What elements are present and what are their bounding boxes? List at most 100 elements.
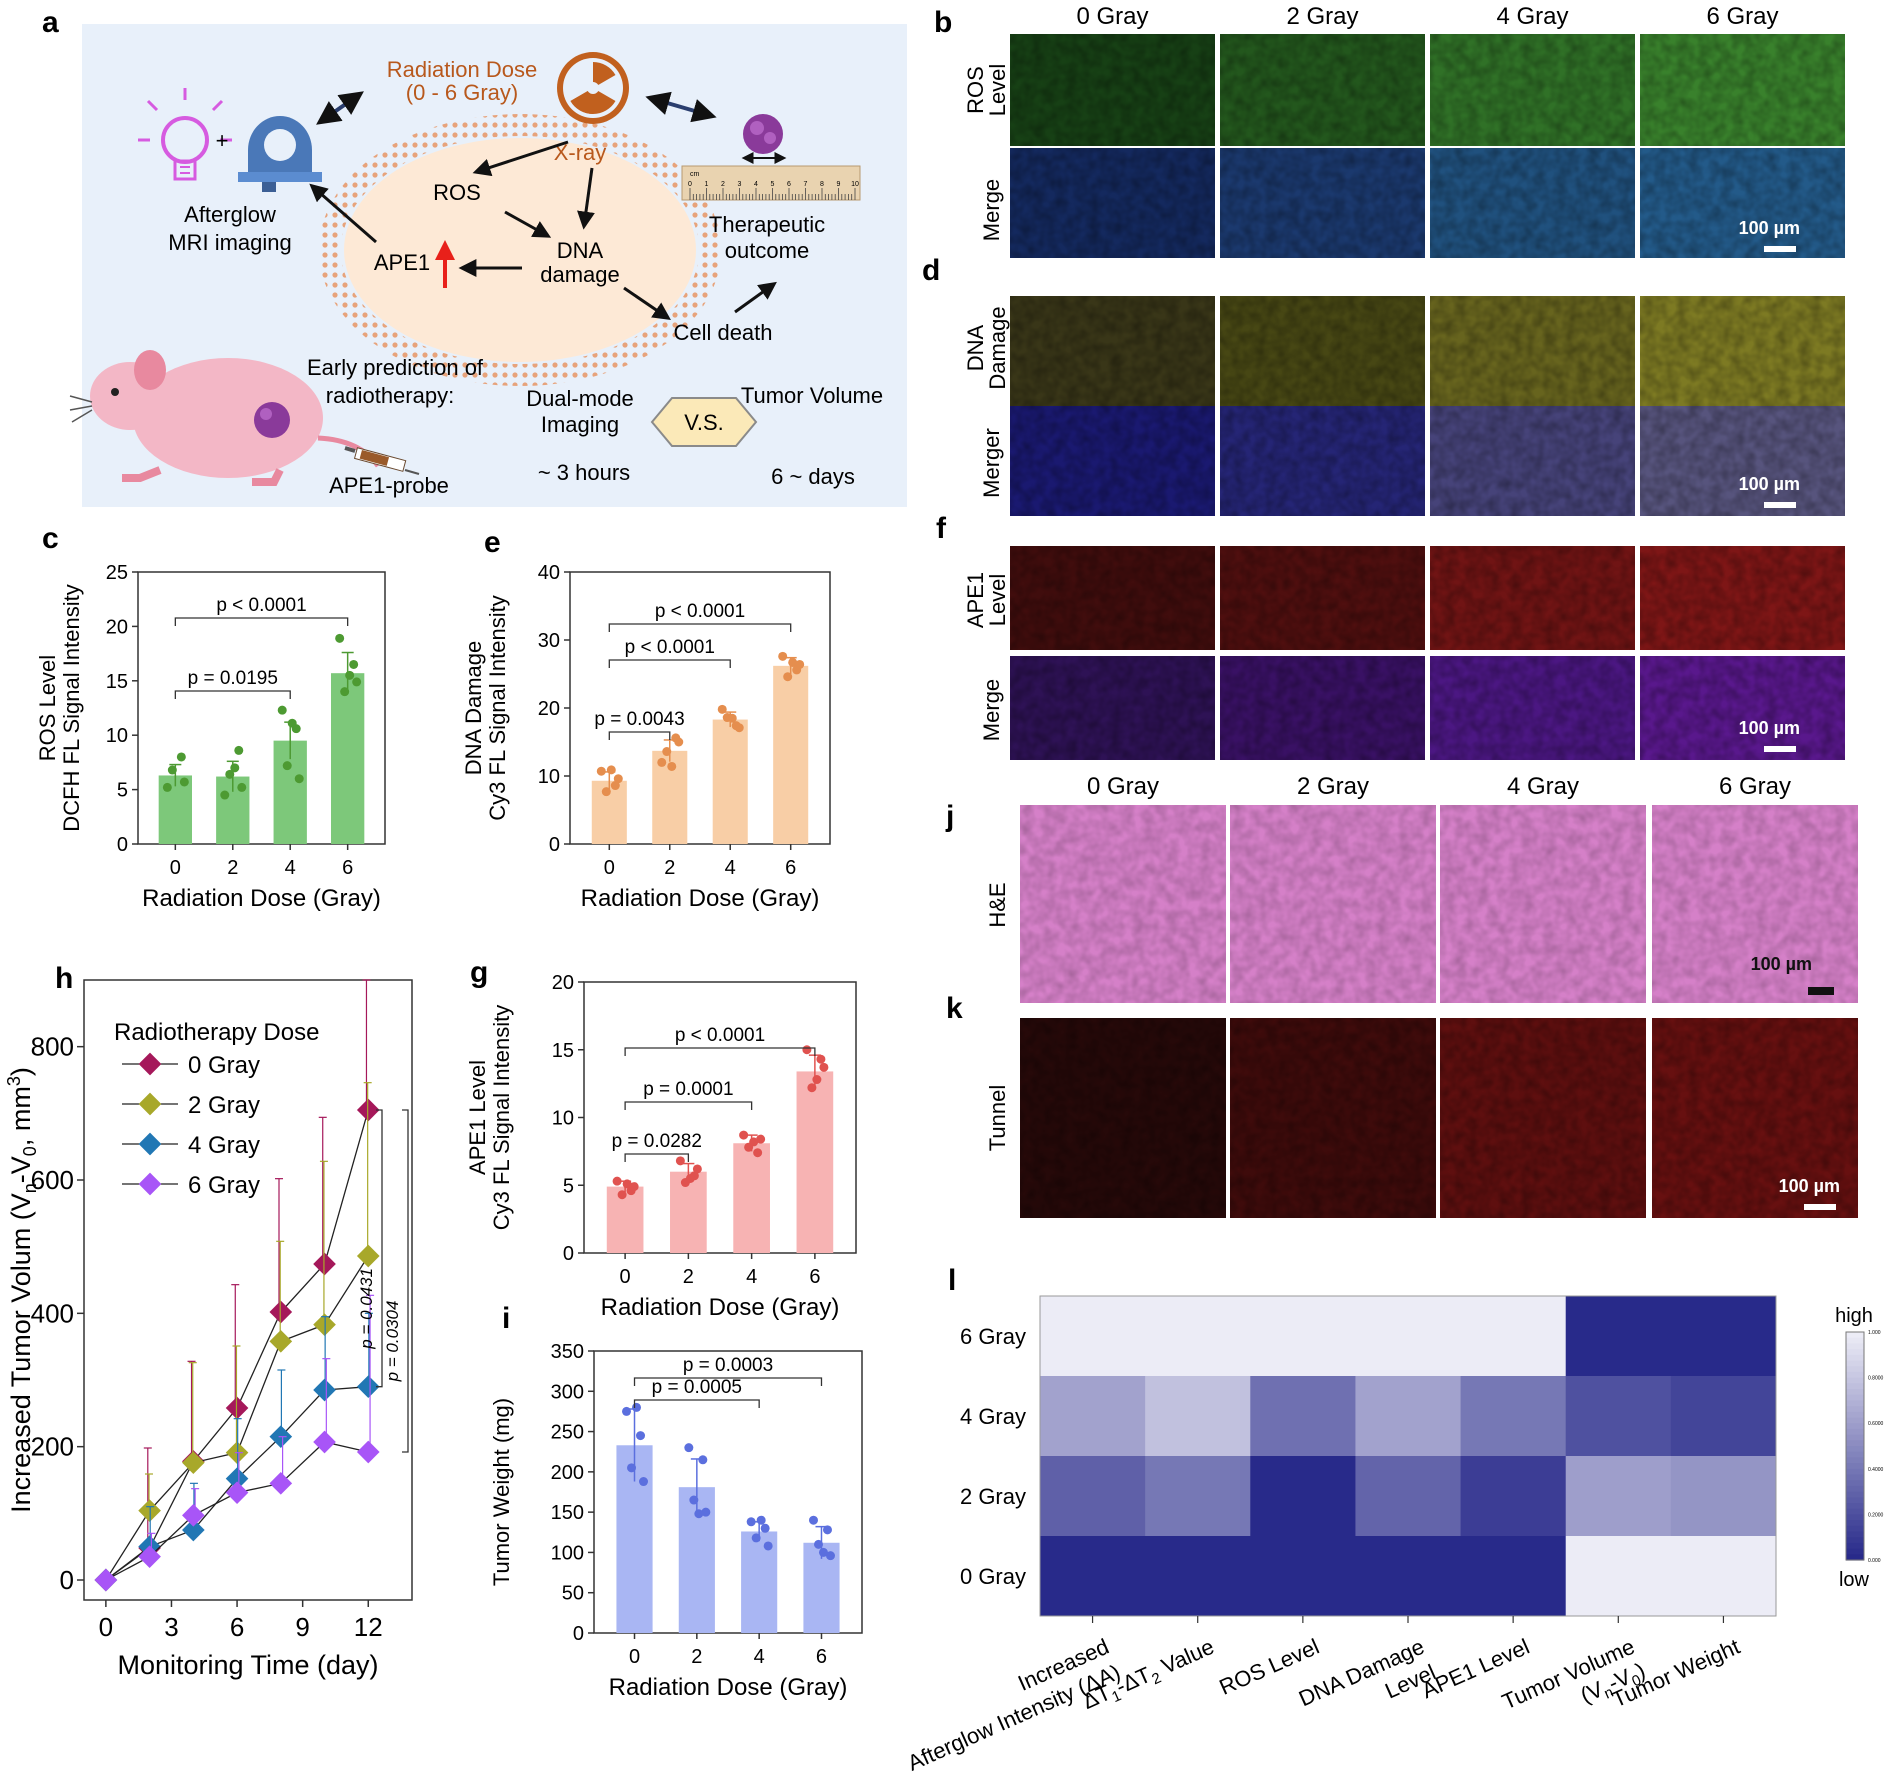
heatmap-cell: [1565, 1536, 1672, 1617]
heatmap-cell: [1250, 1456, 1356, 1537]
heatmap-cell: [1355, 1376, 1462, 1457]
colorbar-segment: [1846, 1542, 1864, 1550]
data-point: [176, 752, 186, 762]
x-tick-label: 6: [816, 1646, 827, 1668]
chart-tumor-volume: 0 200 400 600 800 0 3 6 9 12 Monitoring Time (day)…: [4, 979, 413, 1680]
heatmap-cell: [1355, 1296, 1462, 1377]
y-axis-label: ROS LevelDCFH FL Signal Intensity: [35, 584, 84, 831]
significance-label: p < 0.0001: [216, 595, 306, 616]
scale-bar: [1804, 1204, 1836, 1210]
heatmap-cell: [1145, 1376, 1251, 1457]
row-label-ape1-level: APE1Level: [963, 572, 1010, 628]
heatmap-cell: [1040, 1536, 1146, 1617]
data-point: [760, 1523, 770, 1533]
colorbar-segment: [1846, 1480, 1864, 1487]
bar: [712, 719, 748, 844]
y-tick-label: 200: [31, 1432, 74, 1462]
colorbar-segment: [1846, 1491, 1864, 1498]
data-marker: [94, 1568, 118, 1592]
y-tick-label: 0: [117, 834, 128, 856]
colorbar-segment: [1846, 1440, 1864, 1447]
he-micrograph-texture: [1020, 805, 1226, 1003]
colorbar-segment: [1846, 1417, 1864, 1424]
x-tick-label: 0: [604, 857, 615, 879]
significance-label: p = 0.0304: [383, 1301, 402, 1383]
heatmap-cell: [1460, 1536, 1567, 1617]
significance-label: p < 0.0001: [675, 1025, 765, 1046]
legend-label: 2 Gray: [188, 1092, 260, 1119]
x-tick-label: 6: [342, 857, 353, 879]
dose-header-top: 6 Gray: [1706, 3, 1778, 30]
y-tick-label: 800: [31, 1032, 74, 1062]
scale-bar-label: 100 µm: [1779, 1176, 1840, 1196]
data-point: [674, 737, 684, 747]
data-point: [220, 790, 230, 800]
mri-imaging-label: MRI imaging: [168, 230, 291, 255]
micrograph-b-0-3-texture: [1640, 34, 1845, 146]
data-point: [617, 1190, 627, 1200]
dose-header-top: 2 Gray: [1286, 3, 1358, 30]
panel-letter-e: e: [484, 526, 501, 559]
data-point: [167, 765, 177, 775]
vs-label: V.S.: [684, 410, 724, 435]
heatmap-row-label: 0 Gray: [960, 1564, 1026, 1589]
data-point: [698, 1455, 708, 1465]
data-point: [613, 774, 623, 784]
colorbar-high-label: high: [1835, 1305, 1873, 1327]
data-point: [749, 1137, 759, 1147]
significance-bracket: [624, 1101, 753, 1110]
colorbar-segment: [1846, 1497, 1864, 1504]
colorbar-segment: [1846, 1366, 1864, 1373]
colorbar-segment: [1846, 1485, 1864, 1493]
tunnel-micrograph-0-texture: [1020, 1018, 1226, 1218]
micrograph-d-0-1-texture: [1220, 296, 1425, 406]
micrograph-f-0-0-texture: [1010, 546, 1215, 650]
heatmap-cell: [1040, 1296, 1146, 1377]
data-point: [622, 1406, 632, 1416]
y-tick-label: 0: [60, 1565, 74, 1595]
x-tick-label: 0: [99, 1612, 113, 1642]
colorbar-segment: [1846, 1354, 1864, 1362]
legend-marker: [138, 1132, 162, 1156]
mouse-icon: [69, 350, 381, 486]
data-point: [802, 1045, 812, 1055]
data-point: [808, 1515, 818, 1525]
data-point: [822, 1525, 832, 1535]
significance-bracket: [633, 1377, 823, 1386]
y-tick-label: 20: [106, 616, 128, 638]
data-point: [225, 769, 235, 779]
panel-letter-i: i: [502, 1302, 510, 1335]
y-tick-label: 5: [563, 1175, 574, 1197]
data-marker: [225, 1396, 249, 1420]
panel-letters: a b c d e f g h i j k l: [42, 6, 963, 1335]
ape1-label: APE1: [374, 250, 430, 275]
data-point: [746, 1517, 756, 1527]
data-point: [340, 687, 350, 697]
colorbar-segment: [1846, 1360, 1864, 1367]
data-point: [783, 672, 793, 682]
panel-letter-a: a: [42, 6, 59, 39]
heatmap-cell: [1670, 1536, 1777, 1617]
panel-letter-k: k: [946, 992, 963, 1025]
colorbar-segment: [1846, 1514, 1864, 1521]
x-axis-label: Radiation Dose (Gray): [609, 1674, 848, 1701]
ruler-cm: cm: [690, 171, 700, 178]
micrograph-f-0-3-texture: [1640, 546, 1845, 650]
he-micrograph-texture: [1230, 805, 1436, 1003]
heatmap-cell: [1250, 1296, 1356, 1377]
data-point: [825, 1551, 835, 1561]
micrograph-b-1-0-texture: [1010, 148, 1215, 258]
data-point: [352, 677, 362, 687]
colorbar-segment: [1846, 1377, 1864, 1384]
data-point: [701, 1507, 711, 1517]
colorbar-segment: [1846, 1394, 1864, 1401]
outcome-label: outcome: [725, 238, 809, 263]
data-point: [639, 1477, 649, 1487]
data-point: [753, 1148, 763, 1158]
colorbar-segment: [1846, 1371, 1864, 1379]
colorbar-segment: [1846, 1383, 1864, 1390]
arrow-ros-dna: [504, 210, 552, 238]
data-point: [813, 1539, 823, 1549]
